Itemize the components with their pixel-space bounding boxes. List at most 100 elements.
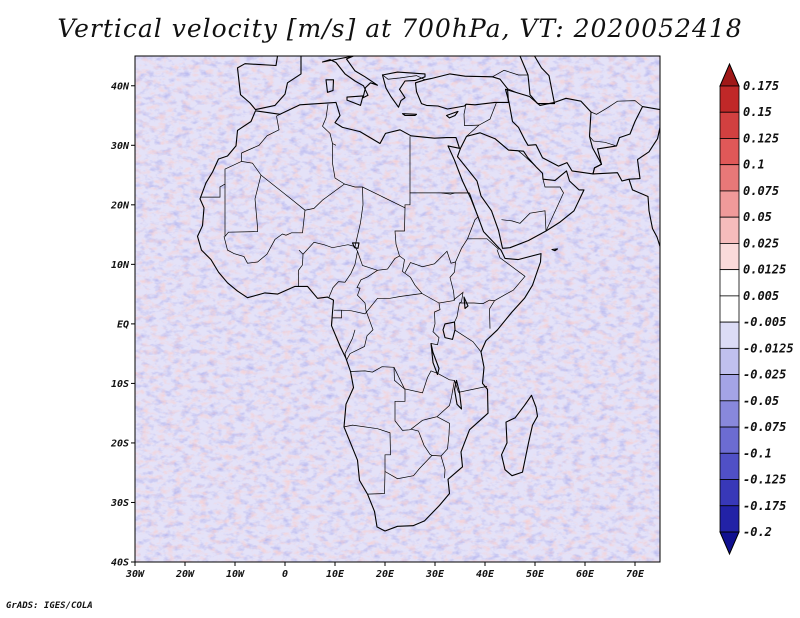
chart-title: Vertical velocity [m/s] at 700hPa, VT: 2… <box>57 14 743 43</box>
coastline-segment <box>321 56 379 99</box>
lon-tick-label: 70E <box>626 569 645 580</box>
colorbar-label: 0.0125 <box>743 263 786 277</box>
colorbar-arrow-top <box>719 62 740 87</box>
border-segment <box>463 104 480 126</box>
border-segment <box>322 104 337 146</box>
colorbar-label: -0.175 <box>743 499 786 513</box>
map-field <box>135 56 660 562</box>
border-segment <box>517 150 536 167</box>
coastline-segment <box>628 179 660 277</box>
coastline-segment <box>196 101 542 532</box>
border-segment <box>589 136 617 147</box>
lon-tick-label: 50E <box>526 569 545 580</box>
lat-tick-label: 10N <box>111 260 130 271</box>
coastline-segment <box>500 394 539 477</box>
colorbar-swatch <box>719 190 740 218</box>
border-segment <box>469 192 479 217</box>
border-segment <box>441 192 470 195</box>
colorbar-swatch <box>719 295 740 323</box>
border-segment <box>223 210 306 264</box>
colorbar-label: 0.175 <box>743 79 779 93</box>
lon-tick-label: 10W <box>226 569 245 580</box>
colorbar-label: -0.025 <box>743 368 786 382</box>
border-segment <box>436 416 450 457</box>
lon-tick-label: 30W <box>125 569 145 580</box>
latitude-axis: 40S 30S 20S 10S EQ 10N 20N 30N 40N <box>110 81 135 569</box>
colorbar-arrow-bottom <box>719 531 740 556</box>
border-segment <box>507 88 518 94</box>
lat-tick-label: 10S <box>111 379 129 390</box>
lat-tick-label: EQ <box>117 319 129 330</box>
colorbar-label: 0.075 <box>743 184 779 198</box>
colorbar-swatch <box>719 374 740 402</box>
colorbar-label: -0.005 <box>743 315 786 329</box>
border-segment <box>224 161 262 238</box>
border-segment <box>590 100 643 115</box>
colorbar-swatch <box>719 321 740 349</box>
coastline-segment <box>325 79 335 93</box>
lon-tick-label: 10E <box>326 569 345 580</box>
border-segment <box>494 138 519 152</box>
coastline-segment <box>381 71 426 108</box>
lon-tick-label: 20E <box>375 569 395 580</box>
border-segment <box>410 428 433 456</box>
border-segment <box>381 74 426 81</box>
map-frame <box>134 55 661 563</box>
border-segment <box>331 310 342 326</box>
border-segment <box>430 291 464 346</box>
border-segment <box>241 116 280 154</box>
border-segment <box>466 102 497 137</box>
lon-tick-label: 40E <box>476 569 495 580</box>
colorbar-swatch <box>719 111 740 139</box>
border-segment <box>464 69 528 78</box>
border-segment <box>302 241 356 255</box>
colorbar-label: -0.075 <box>743 420 786 434</box>
colorbar-label: 0.125 <box>743 131 779 145</box>
colorbar-swatch <box>719 400 740 428</box>
colorbar-swatch <box>719 347 740 375</box>
border-segment <box>454 329 482 353</box>
colorbar-label: 0.05 <box>743 210 772 224</box>
border-segment <box>346 310 374 361</box>
colorbar-label: -0.125 <box>743 473 786 487</box>
lat-tick-label: 40N <box>111 81 130 92</box>
colorbar-label: 0.1 <box>743 158 765 172</box>
border-segment <box>467 238 500 250</box>
colorbar-swatch <box>719 269 740 297</box>
border-segment <box>276 113 281 117</box>
colorbar-swatch <box>719 216 740 244</box>
country-borders <box>200 69 643 495</box>
border-segment <box>394 207 406 257</box>
border-segment <box>357 251 440 304</box>
border-segment <box>459 299 496 329</box>
coastline-segment <box>401 113 418 117</box>
border-segment <box>356 270 378 311</box>
border-segment <box>298 249 304 287</box>
colorbar-swatch <box>719 138 740 166</box>
border-segment <box>384 455 446 480</box>
lat-tick-label: 20N <box>110 200 130 211</box>
border-segment <box>354 186 364 252</box>
longitude-axis: 30W 20W 10W 0 10E 20E 30E 40E 50E 60E 70E <box>125 562 645 580</box>
colorbar-label: 0.15 <box>743 105 772 119</box>
lat-tick-label: 20S <box>110 438 129 449</box>
border-segment <box>393 367 488 394</box>
coastline-segment <box>519 56 556 105</box>
colorbar-label: -0.2 <box>743 525 772 539</box>
coastline-segment <box>346 95 364 106</box>
colorbar-label: -0.1 <box>743 446 772 460</box>
colorbar-swatch <box>719 452 740 480</box>
lat-tick-label: 30S <box>110 498 129 509</box>
border-segment <box>328 251 358 298</box>
grads-credit: GrADS: IGES/COLA <box>6 601 93 611</box>
border-segment <box>501 210 547 232</box>
colorbar-swatch <box>719 243 740 271</box>
border-segment <box>343 424 391 495</box>
colorbar-swatch <box>719 505 740 533</box>
colorbar: 0.175 0.15 0.125 0.1 0.075 0.05 0.025 0.0125 0.0… <box>719 62 794 556</box>
lat-tick-label: 40S <box>111 558 129 569</box>
lon-tick-label: 30E <box>425 569 445 580</box>
coastline-segment <box>236 56 302 111</box>
colorbar-swatch <box>719 426 740 454</box>
